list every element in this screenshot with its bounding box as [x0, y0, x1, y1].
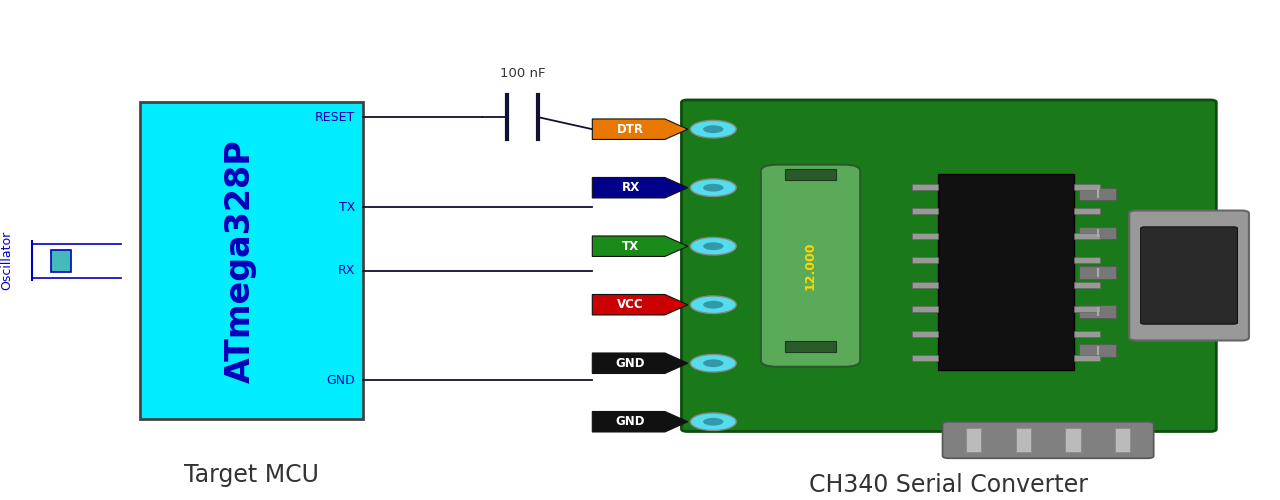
Bar — [1065, 428, 1080, 452]
Bar — [1074, 282, 1101, 288]
Bar — [1074, 257, 1101, 264]
Circle shape — [690, 179, 736, 196]
Polygon shape — [593, 178, 687, 198]
Polygon shape — [593, 236, 687, 256]
Bar — [1074, 306, 1101, 312]
Bar — [913, 257, 938, 264]
Bar — [141, 102, 364, 420]
Text: TX: TX — [622, 240, 639, 252]
FancyBboxPatch shape — [1140, 227, 1238, 324]
FancyBboxPatch shape — [681, 100, 1216, 432]
Circle shape — [703, 126, 723, 133]
Polygon shape — [593, 119, 687, 140]
Bar — [1079, 344, 1116, 357]
Circle shape — [690, 296, 736, 314]
Bar — [1074, 330, 1101, 337]
Circle shape — [703, 242, 723, 250]
Bar — [785, 341, 836, 351]
Bar — [1079, 305, 1116, 318]
Circle shape — [690, 354, 736, 372]
Circle shape — [703, 301, 723, 308]
Bar — [1115, 428, 1130, 452]
Bar — [785, 169, 836, 180]
Bar — [1074, 184, 1101, 190]
Bar — [51, 250, 72, 272]
Bar — [913, 282, 938, 288]
Text: DTR: DTR — [617, 122, 644, 136]
FancyBboxPatch shape — [1129, 210, 1249, 340]
Text: VCC: VCC — [617, 298, 644, 311]
Polygon shape — [593, 294, 687, 315]
Bar — [1074, 355, 1101, 362]
FancyBboxPatch shape — [760, 164, 860, 367]
Text: GND: GND — [616, 415, 645, 428]
Bar — [913, 208, 938, 214]
Bar — [1079, 188, 1116, 200]
Circle shape — [703, 184, 723, 192]
Circle shape — [690, 238, 736, 255]
Bar — [1079, 266, 1116, 278]
Bar — [913, 184, 938, 190]
Polygon shape — [593, 353, 687, 374]
Text: CH340 Serial Converter: CH340 Serial Converter — [809, 473, 1088, 497]
Text: RESET: RESET — [315, 110, 356, 124]
Bar — [938, 174, 1074, 370]
Bar — [1074, 232, 1101, 239]
Circle shape — [703, 360, 723, 367]
Bar — [1074, 208, 1101, 214]
Text: 12.000: 12.000 — [804, 242, 817, 290]
FancyBboxPatch shape — [942, 422, 1153, 459]
Bar — [913, 355, 938, 362]
Text: 100 nF: 100 nF — [499, 68, 545, 80]
Text: TX: TX — [339, 200, 356, 213]
Bar — [1079, 226, 1116, 239]
Bar — [966, 428, 982, 452]
Bar — [913, 232, 938, 239]
Text: GND: GND — [616, 356, 645, 370]
Text: ATmega328P: ATmega328P — [224, 139, 257, 382]
Bar — [913, 330, 938, 337]
Text: Target MCU: Target MCU — [184, 463, 319, 487]
Text: RX: RX — [338, 264, 356, 277]
Text: GND: GND — [326, 374, 356, 387]
Bar — [1015, 428, 1030, 452]
Bar — [913, 306, 938, 312]
Text: Oscillator: Oscillator — [0, 231, 13, 290]
Circle shape — [703, 418, 723, 426]
Circle shape — [690, 120, 736, 138]
Text: RX: RX — [622, 181, 640, 194]
Circle shape — [690, 413, 736, 430]
Polygon shape — [593, 412, 687, 432]
